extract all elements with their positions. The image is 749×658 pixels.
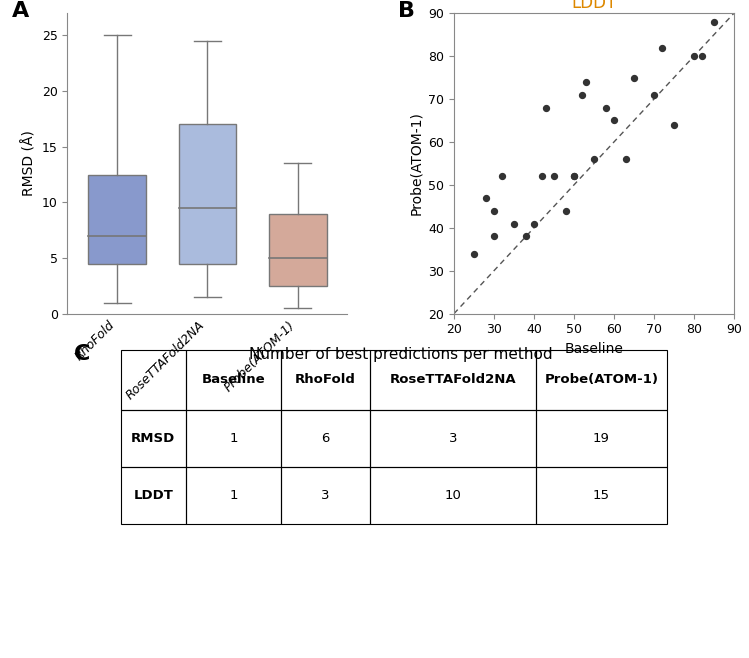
Bar [536,467,667,524]
Point [480,193,492,203]
Point [560,205,572,216]
Bar [536,410,667,467]
Bar [186,467,281,524]
Point [580,76,592,87]
Text: LDDT: LDDT [133,489,173,502]
Text: 3: 3 [449,432,457,445]
Text: C: C [74,343,91,364]
Bar [269,213,327,286]
Point [536,171,548,182]
Y-axis label: RMSD (Å): RMSD (Å) [22,130,36,196]
Point [588,154,600,164]
Point [708,16,720,27]
Text: 6: 6 [321,432,330,445]
Point [508,218,520,229]
Text: Baseline: Baseline [201,373,265,386]
Bar [178,124,237,264]
Text: RhoFold: RhoFold [295,373,356,386]
Y-axis label: Probe(ATOM-1): Probe(ATOM-1) [409,111,422,215]
Text: Number of best predictions per method: Number of best predictions per method [249,347,553,362]
Point [628,72,640,83]
Point [656,42,668,53]
Point [688,51,700,61]
Bar [121,467,186,524]
Point [568,171,580,182]
Point [488,231,500,241]
Point [576,89,588,100]
X-axis label: Baseline: Baseline [565,342,623,356]
Text: RoseTTAFold2NA: RoseTTAFold2NA [389,373,516,386]
Point [520,231,532,241]
Bar [186,350,281,410]
Title: LDDT: LDDT [571,0,616,12]
Point [528,218,540,229]
Text: 19: 19 [593,432,610,445]
Text: 3: 3 [321,489,330,502]
Bar [88,174,146,264]
Text: 10: 10 [445,489,461,502]
Point [548,171,560,182]
Point [648,89,660,100]
Bar [121,350,186,410]
Point [668,120,680,130]
Text: B: B [398,1,415,21]
Point [540,103,552,113]
Bar [281,467,370,524]
Point [488,205,500,216]
Bar [186,410,281,467]
Point [620,154,632,164]
Bar [536,350,667,410]
Text: RMSD: RMSD [131,432,175,445]
Bar [281,350,370,410]
Text: 1: 1 [229,432,237,445]
Bar [370,467,536,524]
Text: 15: 15 [592,489,610,502]
Point [696,51,708,61]
Text: 1: 1 [229,489,237,502]
Bar [121,410,186,467]
Point [496,171,508,182]
Point [600,103,612,113]
Bar [281,410,370,467]
Text: Probe(ATOM-1): Probe(ATOM-1) [545,373,658,386]
Bar [370,410,536,467]
Point [608,115,620,126]
Bar [370,350,536,410]
Text: A: A [11,1,28,21]
Point [468,248,480,259]
Point [568,171,580,182]
